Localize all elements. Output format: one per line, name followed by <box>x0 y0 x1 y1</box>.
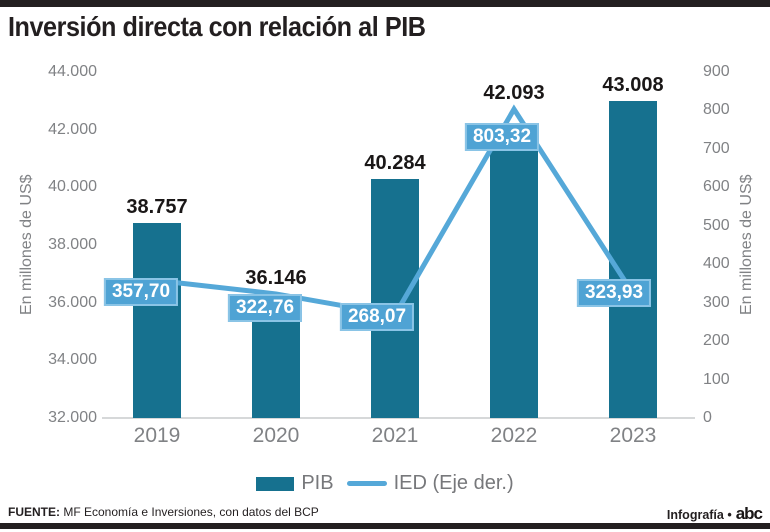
legend-ied-label: IED (Eje der.) <box>393 472 514 494</box>
bottom-divider-bar <box>0 523 770 529</box>
y-axis-tick-right: 900 <box>703 63 730 80</box>
pib-value-label: 40.284 <box>364 152 426 175</box>
plot-area: 38.757 36.146 40.284 42.093 43.008 357,70 322,… <box>102 72 695 419</box>
ied-value-label: 323,93 <box>576 279 652 308</box>
y-axis-tick-left: 40.000 <box>48 178 97 196</box>
x-axis-label: 2022 <box>490 424 538 447</box>
x-axis-label: 2023 <box>609 424 657 447</box>
top-divider-bar <box>0 0 770 7</box>
pib-value-label: 36.146 <box>245 266 307 289</box>
y-axis-tick-left: 42.000 <box>48 120 97 138</box>
y-axis-tick-left: 32.000 <box>48 409 97 426</box>
y-axis-tick-right: 100 <box>703 370 730 388</box>
y-axis-tick-right: 0 <box>703 409 712 426</box>
ied-value-label: 322,76 <box>227 293 303 322</box>
y-axis-tick-right: 500 <box>703 216 730 234</box>
abc-logo: abc <box>735 504 763 523</box>
source-text: MF Economía e Inversiones, con datos del… <box>60 505 319 519</box>
y-axis-tick-right: 800 <box>703 101 730 119</box>
source-note: FUENTE: MF Economía e Inversiones, con d… <box>8 505 319 519</box>
left-axis-ticks: 44.000 42.000 40.000 38.000 36.000 34.000 32.0… <box>0 63 97 426</box>
y-axis-tick-right: 600 <box>703 178 730 196</box>
legend: PIB IED (Eje der.) <box>0 472 770 495</box>
pib-value-label: 38.757 <box>126 196 188 219</box>
ied-line <box>156 104 636 318</box>
credit-text: Infografía • <box>666 508 732 522</box>
right-axis-ticks: 900 800 700 600 500 400 300 200 100 0 <box>703 63 763 426</box>
credit-note: Infografía • abc <box>666 504 763 524</box>
y-axis-tick-left: 44.000 <box>48 63 97 80</box>
pib-bar-2021 <box>371 179 419 418</box>
x-axis-label: 2019 <box>133 424 181 447</box>
ied-value-label: 268,07 <box>339 302 415 331</box>
y-axis-tick-right: 400 <box>703 255 730 273</box>
y-axis-tick-right: 200 <box>703 332 730 350</box>
page-title: Inversión directa con relación al PIB <box>8 11 426 42</box>
x-axis-label: 2021 <box>371 424 419 447</box>
pib-bar-2022 <box>490 127 538 418</box>
legend-ied-swatch <box>346 481 387 486</box>
ied-value-label: 803,32 <box>464 123 540 152</box>
y-axis-tick-right: 700 <box>703 139 730 157</box>
y-axis-tick-left: 36.000 <box>48 293 97 311</box>
x-axis-label: 2020 <box>252 424 300 447</box>
legend-pib-swatch <box>256 476 295 491</box>
pib-bar-2019 <box>133 223 181 418</box>
x-axis-line <box>102 417 695 419</box>
ied-value-label: 357,70 <box>103 278 179 307</box>
pib-value-label: 42.093 <box>483 82 545 105</box>
pib-value-label: 43.008 <box>602 73 664 96</box>
pib-bar-2023 <box>609 100 657 418</box>
x-axis-labels: 2019 2020 2021 2022 2023 <box>105 424 691 448</box>
y-axis-tick-left: 34.000 <box>48 351 97 369</box>
y-axis-tick-left: 38.000 <box>48 236 97 253</box>
y-axis-tick-right: 300 <box>703 293 730 311</box>
legend-pib-label: PIB <box>301 472 334 494</box>
source-label: FUENTE: <box>8 505 60 519</box>
